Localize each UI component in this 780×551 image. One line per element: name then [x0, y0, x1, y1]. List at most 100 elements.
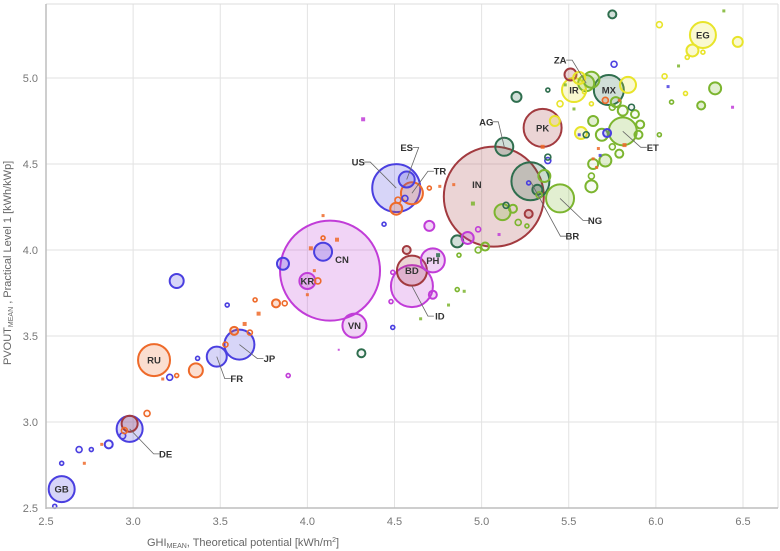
- label-vn: VN: [348, 321, 361, 332]
- bubble-eg: [688, 21, 717, 49]
- bubble: [524, 223, 530, 229]
- label-gb: GB: [55, 485, 69, 496]
- bubble: [427, 289, 438, 300]
- bubble: [587, 115, 600, 127]
- bubble: [462, 289, 466, 293]
- y-tick-label: 2.5: [23, 503, 38, 515]
- bubble: [661, 72, 668, 80]
- bubble: [677, 64, 681, 68]
- bubble: [456, 252, 462, 258]
- x-tick-label: 2.5: [38, 516, 53, 528]
- x-tick-label: 6.5: [735, 516, 750, 528]
- bubble: [591, 157, 595, 161]
- bubble: [305, 293, 309, 297]
- bubble: [470, 201, 475, 206]
- bubble: [610, 60, 618, 69]
- label-br: BR: [566, 232, 580, 243]
- bubble: [161, 377, 165, 381]
- bubble: [633, 129, 644, 140]
- bubble: [629, 109, 640, 120]
- bubble: [356, 348, 367, 359]
- label-de: DE: [159, 449, 172, 460]
- bubble: [436, 253, 441, 258]
- bubble: [556, 100, 564, 108]
- bubble: [438, 184, 442, 188]
- y-tick-label: 3.0: [23, 417, 38, 429]
- bubble: [502, 201, 510, 210]
- bubble: [394, 196, 402, 204]
- bubble: [635, 119, 646, 130]
- bubble: [58, 460, 65, 467]
- label-pk: PK: [536, 123, 549, 134]
- leader-line-za: [566, 59, 587, 84]
- bubble: [187, 362, 204, 379]
- bubble: [708, 81, 723, 96]
- x-tick-label: 3.0: [125, 516, 140, 528]
- bubble: [582, 130, 590, 139]
- bubble: [381, 221, 387, 227]
- bubble: [622, 143, 627, 148]
- bubble: [229, 325, 240, 336]
- bubble: [572, 107, 576, 111]
- bubble: [256, 311, 261, 316]
- label-ng: NG: [588, 216, 602, 227]
- bubble: [656, 131, 663, 138]
- bubble: [731, 35, 744, 48]
- y-tick-label: 4.5: [23, 159, 38, 171]
- bubble: [540, 144, 545, 149]
- label-cn: CN: [335, 255, 349, 266]
- bubble: [120, 426, 129, 435]
- bubble: [271, 298, 282, 309]
- bubble: [616, 104, 629, 117]
- y-tick-label: 5.0: [23, 73, 38, 85]
- leader-line-jp: [239, 344, 264, 360]
- leader-line-br: [530, 181, 567, 237]
- bubble: [320, 235, 326, 241]
- bubble: [313, 241, 334, 262]
- bubble: [460, 230, 475, 245]
- leader-line-fr: [216, 356, 231, 380]
- bubble: [452, 183, 456, 187]
- bubble: [389, 324, 396, 331]
- bubble: [480, 241, 491, 252]
- bubble: [545, 87, 551, 93]
- leader-line-ag: [492, 121, 505, 147]
- bubble: [577, 133, 581, 137]
- bubble: [618, 75, 637, 94]
- bubble: [100, 442, 104, 446]
- bubble: [447, 303, 451, 307]
- label-ag: AG: [479, 117, 493, 128]
- bubble: [563, 83, 567, 87]
- bubble: [514, 218, 523, 227]
- bubble: [596, 147, 600, 151]
- leader-lines: [129, 59, 647, 455]
- bubble: [700, 49, 706, 56]
- bubble: [682, 90, 689, 97]
- grid-lines: [46, 4, 778, 508]
- bubble: [510, 90, 523, 103]
- leader-line-es: [406, 147, 420, 180]
- bubble: [507, 203, 518, 214]
- bubble: [222, 341, 229, 348]
- label-ru: RU: [147, 356, 161, 367]
- bubble: [696, 100, 707, 111]
- bubble: [548, 115, 561, 127]
- leader-line-id: [411, 285, 434, 317]
- label-ir: IR: [569, 86, 579, 97]
- bubble: [275, 256, 290, 271]
- bubble: [598, 153, 613, 168]
- bubble: [584, 179, 599, 194]
- bubble: [627, 103, 636, 112]
- label-bd: BD: [405, 266, 419, 277]
- x-tick-label: 5.0: [474, 516, 489, 528]
- bubble: [224, 302, 231, 308]
- bubble: [75, 445, 83, 454]
- bubble: [168, 272, 185, 289]
- bubble: [655, 20, 664, 29]
- bubble: [614, 148, 625, 159]
- country-labels: GB DE RU FR JP CN KR VN US ES TR BD ID PH IN AG BR NG PK ZA…: [55, 31, 710, 496]
- bubble: [361, 117, 366, 122]
- bubble: [588, 101, 595, 107]
- bubble: [321, 214, 325, 218]
